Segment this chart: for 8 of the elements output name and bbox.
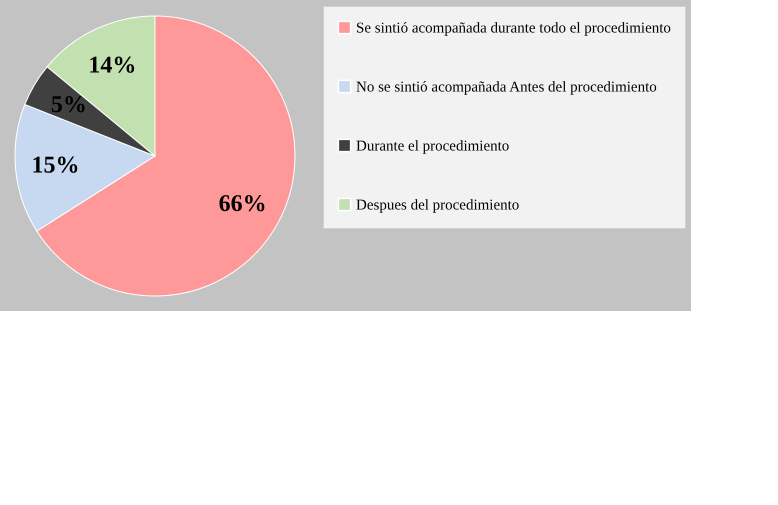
legend-label: Durante el procedimiento — [356, 138, 510, 154]
data-label: 5% — [50, 92, 87, 118]
legend-label: No se sintió acompañada Antes del procedimiento — [356, 80, 657, 96]
data-label: 14% — [88, 52, 136, 79]
legend-label: Se sintió acompañada durante todo el procedimiento — [356, 20, 671, 36]
legend-label: Despues del procedimiento — [356, 198, 520, 214]
data-label: 66% — [218, 191, 267, 218]
data-label: 15% — [31, 152, 80, 178]
